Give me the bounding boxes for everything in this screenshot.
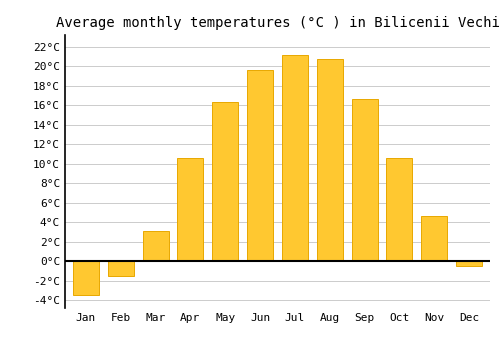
Title: Average monthly temperatures (°C ) in Bilicenii Vechi: Average monthly temperatures (°C ) in Bi… (56, 16, 500, 30)
Bar (108, 261, 134, 276)
Bar (212, 102, 238, 261)
Bar (247, 70, 273, 261)
Bar (316, 60, 343, 261)
Bar (142, 231, 169, 261)
Bar (456, 261, 482, 266)
Bar (386, 158, 412, 261)
Bar (421, 216, 448, 261)
Bar (178, 158, 204, 261)
Bar (352, 99, 378, 261)
Bar (73, 261, 99, 295)
Bar (282, 55, 308, 261)
